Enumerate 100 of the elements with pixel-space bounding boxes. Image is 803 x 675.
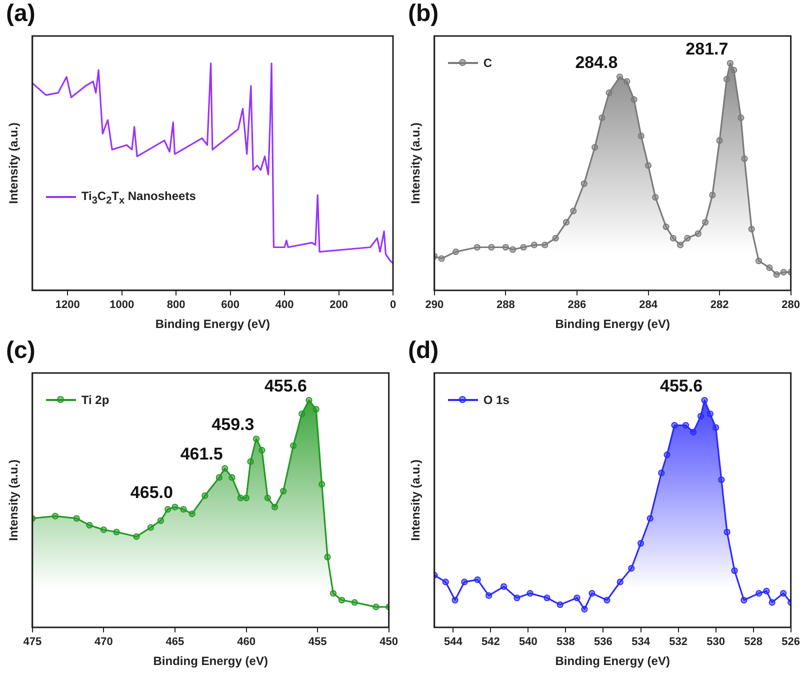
annotation: 465.0	[130, 483, 173, 502]
point	[452, 596, 458, 604]
point	[338, 596, 346, 604]
point	[706, 410, 714, 418]
point	[773, 271, 780, 278]
point	[731, 567, 738, 574]
x-tick-label: 540	[519, 636, 538, 648]
point	[581, 606, 588, 613]
point	[500, 583, 508, 590]
point	[598, 114, 606, 122]
point	[716, 137, 723, 144]
point	[306, 396, 312, 404]
point	[730, 66, 738, 74]
point	[580, 180, 588, 187]
x-axis-title: Binding Energy (eV)	[153, 654, 268, 668]
point	[474, 244, 480, 251]
x-tick-label: 530	[706, 636, 725, 648]
point	[763, 588, 770, 594]
point	[658, 470, 665, 476]
point	[147, 524, 154, 531]
point	[766, 264, 773, 271]
point	[697, 412, 704, 420]
annotation: 455.6	[264, 376, 307, 396]
point	[588, 590, 596, 597]
chart-title: (c)	[6, 337, 36, 365]
point	[258, 446, 266, 454]
point	[723, 76, 730, 82]
x-tick-label: 475	[23, 636, 42, 648]
point	[438, 255, 445, 262]
point	[644, 162, 652, 169]
point	[652, 194, 659, 201]
point	[452, 248, 460, 256]
x-tick-label: 455	[308, 636, 327, 648]
point	[664, 451, 670, 458]
point	[638, 132, 644, 140]
x-tick-label: 460	[237, 636, 256, 648]
x-tick-label: 400	[275, 299, 294, 312]
point	[616, 74, 624, 80]
point	[351, 599, 358, 606]
legend-label: Ti 2p	[81, 393, 110, 408]
y-axis-title: Intensity (a.u.)	[408, 122, 423, 204]
point	[514, 594, 520, 602]
point	[574, 594, 580, 602]
x-axis-title: Binding Energy (eV)	[155, 317, 270, 332]
x-tick-label: 536	[594, 636, 612, 648]
x-tick-label: 450	[380, 636, 398, 648]
legend-label: Ti$_{3}$C$_{2}$T$_{x}$ Nanosheets	[81, 188, 196, 206]
point	[682, 422, 690, 429]
x-tick-label: 200	[330, 299, 348, 312]
point	[520, 244, 527, 251]
point	[312, 406, 320, 413]
x-tick-label: 284	[639, 299, 658, 312]
point	[591, 144, 598, 151]
point	[442, 578, 449, 586]
point	[486, 592, 492, 599]
point	[712, 424, 720, 431]
point	[73, 515, 80, 522]
point	[780, 590, 787, 597]
point	[552, 234, 559, 242]
point	[247, 458, 254, 465]
point	[690, 428, 697, 436]
point	[133, 533, 140, 540]
point	[502, 244, 509, 251]
annotation: 461.5	[180, 444, 223, 464]
point	[684, 234, 691, 242]
point	[616, 578, 624, 586]
point	[86, 522, 93, 528]
x-tick-label: 528	[744, 636, 762, 648]
point	[164, 506, 172, 513]
chart-title: (b)	[408, 0, 439, 28]
point	[630, 96, 638, 103]
point	[157, 517, 164, 524]
point	[756, 590, 762, 597]
chart-title: (a)	[6, 0, 36, 28]
point	[52, 512, 59, 520]
point	[510, 246, 516, 253]
point	[740, 596, 748, 604]
point	[172, 504, 178, 510]
point	[628, 565, 635, 572]
x-axis-title: Binding Energy (eV)	[555, 317, 670, 332]
point	[318, 481, 326, 488]
point	[113, 528, 120, 536]
point	[670, 234, 677, 242]
point	[606, 89, 612, 96]
point	[526, 590, 534, 597]
point	[188, 510, 196, 518]
x-tick-label: 280	[782, 299, 800, 312]
point	[738, 114, 744, 122]
point	[202, 492, 208, 499]
point	[544, 594, 550, 602]
x-tick-label: 1000	[110, 299, 134, 312]
y-axis-title: Intensity (a.u.)	[6, 122, 21, 204]
point	[324, 554, 331, 560]
x-tick-label: 526	[782, 636, 800, 648]
point	[556, 601, 564, 608]
point	[372, 604, 380, 610]
point	[748, 226, 755, 232]
point	[570, 208, 577, 214]
point	[461, 578, 468, 586]
point	[330, 590, 337, 597]
